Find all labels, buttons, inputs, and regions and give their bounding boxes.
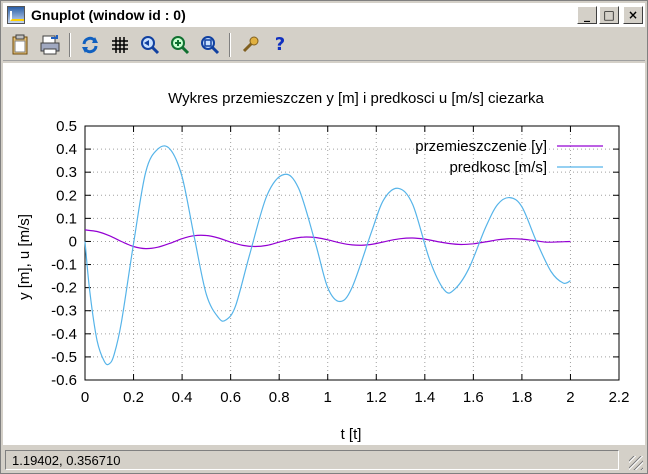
- legend-label-displacement: przemieszczenie [y]: [415, 138, 547, 155]
- y-tick-label: -0.5: [51, 349, 77, 366]
- displacement-series-line: [84, 229, 571, 250]
- y-tick-label: -0.1: [51, 257, 77, 274]
- zoom-forward-icon[interactable]: [197, 32, 223, 58]
- y-tick-label: -0.2: [51, 280, 77, 297]
- toolbar-separator: [229, 32, 231, 57]
- y-tick-label: 0.1: [56, 210, 77, 227]
- chart: Wykres przemieszczen y [m] i predkosci u…: [16, 90, 629, 443]
- x-tick-label: 2.2: [609, 389, 630, 406]
- x-tick-label: 2: [566, 389, 574, 406]
- legend-label-velocity: predkosc [m/s]: [449, 159, 547, 176]
- minimize-button[interactable]: _: [577, 6, 597, 24]
- y-axis-label: y [m], u [m/s]: [16, 214, 33, 300]
- x-tick-label: 1.6: [463, 389, 484, 406]
- x-tick-label: 0.4: [172, 389, 193, 406]
- x-tick-label: 1: [324, 389, 332, 406]
- plot-border: [84, 125, 620, 381]
- maximize-button[interactable]: □: [599, 6, 619, 24]
- y-tick-label: 0.3: [56, 164, 77, 181]
- clipboard-icon[interactable]: [7, 32, 33, 58]
- toolbar: ?: [3, 29, 645, 61]
- y-tick-label: 0.2: [56, 187, 77, 204]
- x-tick-label: 0.6: [220, 389, 241, 406]
- velocity-series-line: [84, 145, 571, 366]
- replot-icon[interactable]: [77, 32, 103, 58]
- help-icon[interactable]: ?: [274, 34, 286, 55]
- window-controls: _ □ ×: [577, 6, 643, 24]
- zoom-in-icon[interactable]: [167, 32, 193, 58]
- x-axis-label: t [t]: [341, 426, 362, 443]
- y-tick-label: -0.6: [51, 372, 77, 389]
- chart-title: Wykres przemieszczen y [m] i predkosci u…: [168, 90, 544, 107]
- toolbar-separator: [69, 32, 71, 57]
- y-tick-label: -0.3: [51, 303, 77, 320]
- zoom-back-icon[interactable]: [137, 32, 163, 58]
- coordinate-readout: 1.19402, 0.356710: [5, 450, 619, 470]
- y-tick-label: -0.4: [51, 326, 77, 343]
- title-bar[interactable]: Gnuplot (window id : 0) _ □ ×: [3, 3, 645, 27]
- print-icon[interactable]: [37, 32, 63, 58]
- legend: przemieszczenie [y] predkosc [m/s]: [415, 138, 603, 176]
- x-tick-label: 1.2: [366, 389, 387, 406]
- plot-canvas[interactable]: Wykres przemieszczen y [m] i predkosci u…: [3, 63, 645, 445]
- window-title: Gnuplot (window id : 0): [31, 7, 186, 23]
- status-bar: 1.19402, 0.356710: [3, 448, 645, 472]
- y-tick-label: 0.4: [56, 141, 77, 158]
- y-tick-label: 0: [69, 233, 77, 250]
- close-button[interactable]: ×: [623, 6, 643, 24]
- resize-grip[interactable]: [629, 456, 643, 470]
- x-tick-label: 1.8: [511, 389, 532, 406]
- grid-icon[interactable]: [107, 32, 133, 58]
- x-tick-label: 1.4: [414, 389, 435, 406]
- axis-ticks: 0 0.2 0.4 0.6 0.8 1 1.2 1.4 1.6 1.8 2 2.2 0.5 0.4 0.3 0…: [51, 118, 629, 406]
- x-tick-label: 0.2: [123, 389, 144, 406]
- series-lines: [84, 145, 571, 366]
- options-icon[interactable]: [237, 32, 263, 58]
- x-tick-label: 0.8: [269, 389, 290, 406]
- x-tick-label: 0: [81, 389, 89, 406]
- y-tick-label: 0.5: [56, 118, 77, 135]
- gnuplot-app-icon[interactable]: [7, 6, 25, 24]
- grid: [85, 126, 619, 380]
